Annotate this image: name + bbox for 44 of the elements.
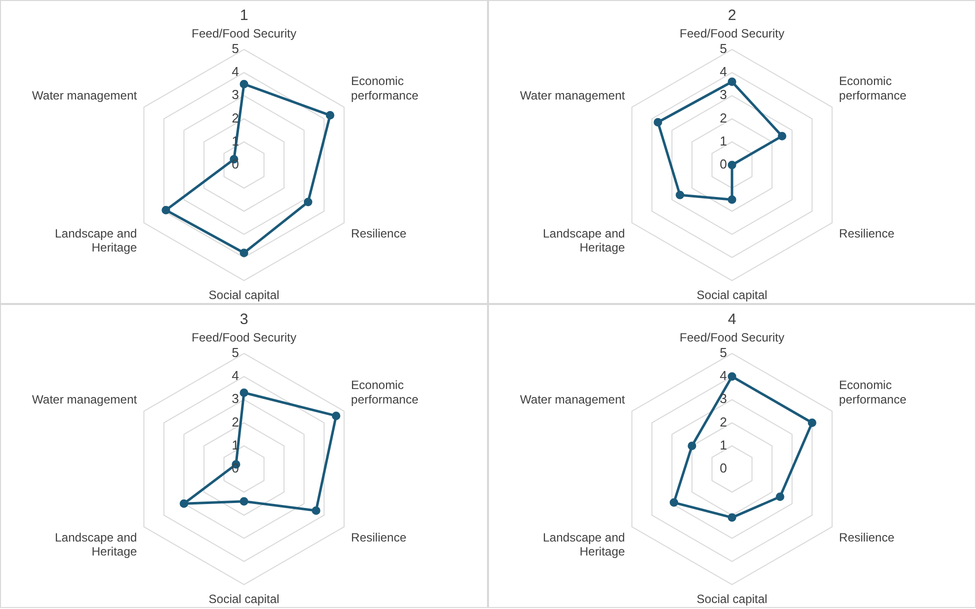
y-tick-label: 5: [232, 344, 239, 360]
y-tick-label: 4: [232, 368, 239, 384]
y-tick-label: 3: [232, 391, 239, 406]
spoke-label: Feed/Food Security: [680, 26, 784, 41]
spoke-label: Resilience: [839, 530, 895, 544]
y-tick-label: 2: [232, 110, 239, 126]
spoke-label: Water management: [32, 392, 138, 406]
spoke-label: Landscape and Heritage: [542, 226, 626, 255]
y-tick-label: 2: [720, 414, 727, 430]
spoke-label: Resilience: [351, 530, 407, 544]
spoke-label: Water management: [32, 88, 138, 102]
y-tick-label: 5: [720, 40, 727, 56]
y-tick-label: 2: [232, 414, 239, 430]
y-tick-label: 0: [720, 156, 727, 172]
spoke-label: Social capital: [696, 288, 768, 302]
spoke-label: Resilience: [351, 226, 407, 240]
spoke-label: Landscape and Heritage: [54, 530, 138, 559]
spoke-label: Economic performance: [839, 74, 907, 102]
spoke-label: Feed/Food Security: [192, 330, 296, 345]
y-tick-label: 3: [720, 391, 727, 406]
y-tick-label: 5: [720, 344, 727, 360]
y-tick-label: 5: [232, 40, 239, 56]
y-tick-label: 3: [720, 87, 727, 102]
spoke-label: Feed/Food Security: [680, 330, 784, 345]
spoke-label: Landscape and Heritage: [542, 530, 626, 559]
spoke-label: Social capital: [696, 592, 768, 606]
spoke-label: Resilience: [839, 226, 895, 240]
spoke-label: Economic performance: [839, 378, 907, 406]
spoke-label: Water management: [520, 392, 626, 406]
y-tick-label: 3: [232, 87, 239, 102]
spoke-label: Landscape and Heritage: [54, 226, 138, 255]
spoke-label: Water management: [520, 88, 626, 102]
y-tick-label: 2: [720, 110, 727, 126]
spoke-label: Social capital: [208, 592, 280, 606]
y-tick-label: 4: [720, 64, 727, 80]
spoke-label: Social capital: [208, 288, 280, 302]
y-tick-label: 1: [720, 437, 727, 452]
y-tick-label: 1: [720, 133, 727, 148]
spoke-label: Feed/Food Security: [192, 26, 296, 41]
y-tick-label: 4: [720, 368, 727, 384]
y-tick-label: 4: [232, 64, 239, 80]
spoke-label: Economic performance: [351, 74, 419, 102]
spoke-label: Economic performance: [351, 378, 419, 406]
y-tick-label: 0: [720, 460, 727, 476]
